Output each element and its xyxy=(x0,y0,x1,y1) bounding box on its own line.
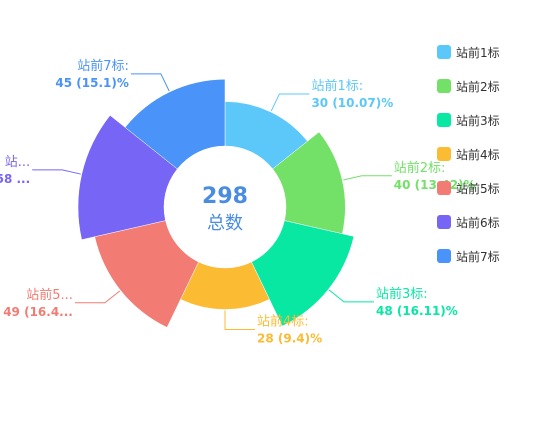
slice-labels: 站前1标: 30 (10.07)% 站前2标: 40 (13.42)% 站前3标: 48 … xyxy=(0,58,476,346)
legend-item-4[interactable]: 站前4标 xyxy=(437,146,500,162)
leader-line-5 xyxy=(74,290,121,304)
leader-line-4 xyxy=(224,310,255,331)
slice-7[interactable] xyxy=(124,79,226,170)
slice-label-value-6: 58 ... xyxy=(0,172,30,186)
slices xyxy=(77,79,355,328)
slice-label-name-2: 站前2标: xyxy=(394,160,446,176)
slice-label-name-7: 站前7标: xyxy=(77,58,129,74)
legend-item-3[interactable]: 站前3标 xyxy=(437,112,500,128)
slice-label-value-5: 49 (16.4... xyxy=(3,305,73,319)
legend-label-2: 站前2标 xyxy=(456,79,500,94)
legend-swatch-4 xyxy=(437,147,451,161)
slice-label-name-5: 站前5... xyxy=(26,287,73,303)
slice-label-value-1: 30 (10.07)% xyxy=(311,96,393,110)
legend-item-1[interactable]: 站前1标 xyxy=(437,44,500,60)
slice-label-value-2: 40 (13.42)% xyxy=(394,178,476,192)
slice-label-name-6: 站... xyxy=(5,155,30,170)
leader-line-3 xyxy=(328,289,374,303)
legend-label-6: 站前6标 xyxy=(456,215,500,230)
legend-item-5[interactable]: 站前5标 xyxy=(437,180,500,196)
slice-label-value-3: 48 (16.11)% xyxy=(376,304,458,318)
slice-label-name-1: 站前1标: xyxy=(311,78,363,94)
slice-label-value-4: 28 (9.4)% xyxy=(257,332,322,346)
slice-label-name-4: 站前4标: xyxy=(257,314,309,330)
leader-line-6 xyxy=(32,169,81,175)
center-total: 298 xyxy=(202,184,248,209)
legend-item-7[interactable]: 站前7标 xyxy=(437,248,500,264)
slice-2[interactable] xyxy=(272,131,346,235)
legend-swatch-6 xyxy=(437,215,451,229)
legend-label-4: 站前4标 xyxy=(456,147,500,162)
slice-label-name-3: 站前3标: xyxy=(376,286,428,302)
legend-label-1: 站前1标 xyxy=(456,45,500,60)
slice-label-value-7: 45 (15.1)% xyxy=(55,76,128,90)
legend-swatch-2 xyxy=(437,79,451,93)
legend-swatch-5 xyxy=(437,181,451,195)
legend-label-7: 站前7标 xyxy=(456,249,500,264)
legend-swatch-1 xyxy=(437,45,451,59)
legend-label-3: 站前3标 xyxy=(456,113,500,128)
legend-label-5: 站前5标 xyxy=(456,181,500,196)
leader-line-1 xyxy=(270,93,310,112)
slice-5[interactable] xyxy=(94,220,199,328)
legend-item-2[interactable]: 站前2标 xyxy=(437,78,500,94)
slice-3[interactable] xyxy=(251,220,355,327)
center-label: 总数 xyxy=(207,213,243,234)
leader-line-2 xyxy=(343,175,392,181)
legend-item-6[interactable]: 站前6标 xyxy=(437,214,500,230)
legend-swatch-3 xyxy=(437,113,451,127)
slice-1[interactable] xyxy=(224,101,308,170)
leader-line-7 xyxy=(130,73,170,92)
legend-swatch-7 xyxy=(437,249,451,263)
slice-6[interactable] xyxy=(77,114,178,241)
